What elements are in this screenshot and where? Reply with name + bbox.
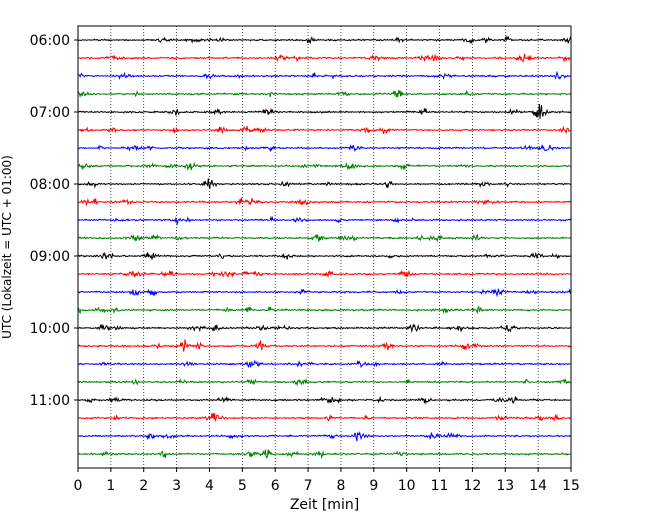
x-tick-label: 0 xyxy=(74,478,83,494)
trace-1015 xyxy=(77,339,572,352)
trace-0815 xyxy=(77,197,572,207)
trace-0930 xyxy=(77,288,572,298)
trace-1115 xyxy=(77,413,572,423)
x-tick-label: 10 xyxy=(398,478,416,494)
trace-0900 xyxy=(77,251,572,260)
y-tick-label: 10:00 xyxy=(30,321,70,337)
y-tick-label: 08:00 xyxy=(30,177,70,193)
trace-1130 xyxy=(77,430,572,442)
trace-0600 xyxy=(77,34,572,45)
x-tick-label: 14 xyxy=(529,478,547,494)
y-tick-label: 09:00 xyxy=(30,249,70,265)
trace-1100 xyxy=(77,395,572,405)
x-tick-label: 12 xyxy=(463,478,481,494)
trace-0645 xyxy=(77,89,572,99)
trace-0715 xyxy=(77,125,572,135)
x-tick-label: 5 xyxy=(238,478,247,494)
trace-0845 xyxy=(77,233,572,243)
trace-0945 xyxy=(77,305,572,315)
vertical-grid xyxy=(110,26,539,468)
y-axis-ticks: 06:00 07:00 08:00 09:00 10:00 11:00 xyxy=(30,33,78,409)
x-tick-label: 2 xyxy=(139,478,148,494)
trace-0745 xyxy=(77,161,572,171)
x-tick-label: 8 xyxy=(336,478,345,494)
trace-1145 xyxy=(77,449,572,460)
trace-0800 xyxy=(77,178,572,189)
y-tick-label: 11:00 xyxy=(30,393,70,409)
y-tick-label: 06:00 xyxy=(30,33,70,49)
trace-1045 xyxy=(77,378,572,387)
y-axis-label: UTC (Lokalzeit = UTC + 01:00) xyxy=(0,155,14,339)
trace-0830 xyxy=(77,215,572,225)
x-tick-label: 6 xyxy=(271,478,280,494)
x-tick-label: 3 xyxy=(172,478,181,494)
x-tick-label: 13 xyxy=(496,478,514,494)
plot-frame xyxy=(77,25,572,469)
x-tick-label: 4 xyxy=(205,478,214,494)
x-tick-label: 15 xyxy=(562,478,580,494)
trace-0730 xyxy=(77,144,572,153)
trace-0630 xyxy=(77,70,572,81)
seismogram-traces xyxy=(77,34,572,460)
trace-0915 xyxy=(77,269,572,279)
x-tick-label: 9 xyxy=(369,478,378,494)
trace-0615 xyxy=(77,53,572,63)
y-tick-label: 07:00 xyxy=(30,105,70,121)
x-tick-label: 7 xyxy=(304,478,313,494)
trace-1030 xyxy=(77,359,572,369)
x-tick-label: 1 xyxy=(106,478,115,494)
x-axis-label: Zeit [min] xyxy=(290,497,359,513)
x-axis-ticks: 0 1 2 3 4 5 6 7 8 9 10 11 12 13 14 15 xyxy=(74,468,580,494)
x-tick-label: 11 xyxy=(431,478,449,494)
trace-0700 xyxy=(77,103,572,120)
trace-1000 xyxy=(77,323,572,333)
